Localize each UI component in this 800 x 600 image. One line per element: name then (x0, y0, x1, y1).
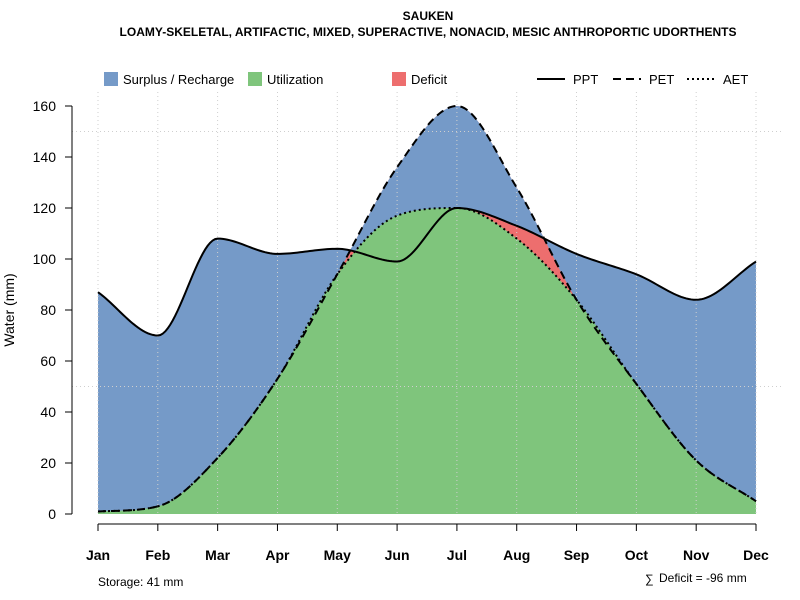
x-tick-label-nov: Nov (683, 547, 710, 563)
y-tick-label-140: 140 (33, 149, 57, 165)
y-tick-label-20: 20 (40, 455, 56, 471)
deficit-sum-symbol: ∑ (645, 572, 654, 586)
y-tick-label-100: 100 (33, 251, 57, 267)
axes: 0 20 40 60 80 100 120 140 160 Jan Feb Mar Apr May Jun J… (33, 98, 769, 563)
y-tick-label-60: 60 (40, 353, 56, 369)
x-tick-label-jan: Jan (86, 547, 110, 563)
deficit-note: Deficit = -96 mm (659, 571, 747, 585)
chart-subtitle: LOAMY-SKELETAL, ARTIFACTIC, MIXED, SUPER… (120, 25, 737, 39)
x-tick-label-dec: Dec (743, 547, 769, 563)
legend-swatch-utilization (248, 72, 262, 86)
x-tick-label-aug: Aug (503, 547, 530, 563)
legend-swatch-surplus (104, 72, 118, 86)
y-tick-label-0: 0 (48, 506, 56, 522)
legend-label-aet: AET (723, 72, 748, 87)
pet-line (97, 104, 757, 513)
legend-label-ppt: PPT (573, 72, 598, 87)
storage-note: Storage: 41 mm (98, 575, 183, 589)
legend-label-deficit: Deficit (411, 72, 448, 87)
legend-swatch-deficit (392, 72, 406, 86)
x-tick-label-may: May (324, 547, 351, 563)
utilization-area (98, 208, 756, 514)
x-tick-label-jul: Jul (447, 547, 467, 563)
y-tick-label-160: 160 (33, 98, 57, 114)
legend: Surplus / Recharge Utilization Deficit P… (104, 72, 748, 87)
area-fills (98, 106, 756, 514)
y-axis-title: Water (mm) (1, 273, 17, 346)
ppt-line (97, 206, 757, 337)
x-tick-label-jun: Jun (385, 547, 410, 563)
x-tick-label-apr: Apr (265, 547, 290, 563)
y-tick-label-40: 40 (40, 404, 56, 420)
y-tick-label-80: 80 (40, 302, 56, 318)
x-tick-label-mar: Mar (205, 547, 230, 563)
x-tick-label-oct: Oct (625, 547, 649, 563)
surplus-overlay-area (98, 106, 756, 512)
y-tick-label-120: 120 (33, 200, 57, 216)
x-tick-label-feb: Feb (145, 547, 170, 563)
legend-label-utilization: Utilization (267, 72, 323, 87)
x-tick-label-sep: Sep (564, 547, 590, 563)
legend-label-surplus: Surplus / Recharge (123, 72, 234, 87)
chart-title: SAUKEN (403, 9, 454, 23)
series-lines (97, 104, 757, 513)
legend-label-pet: PET (649, 72, 674, 87)
